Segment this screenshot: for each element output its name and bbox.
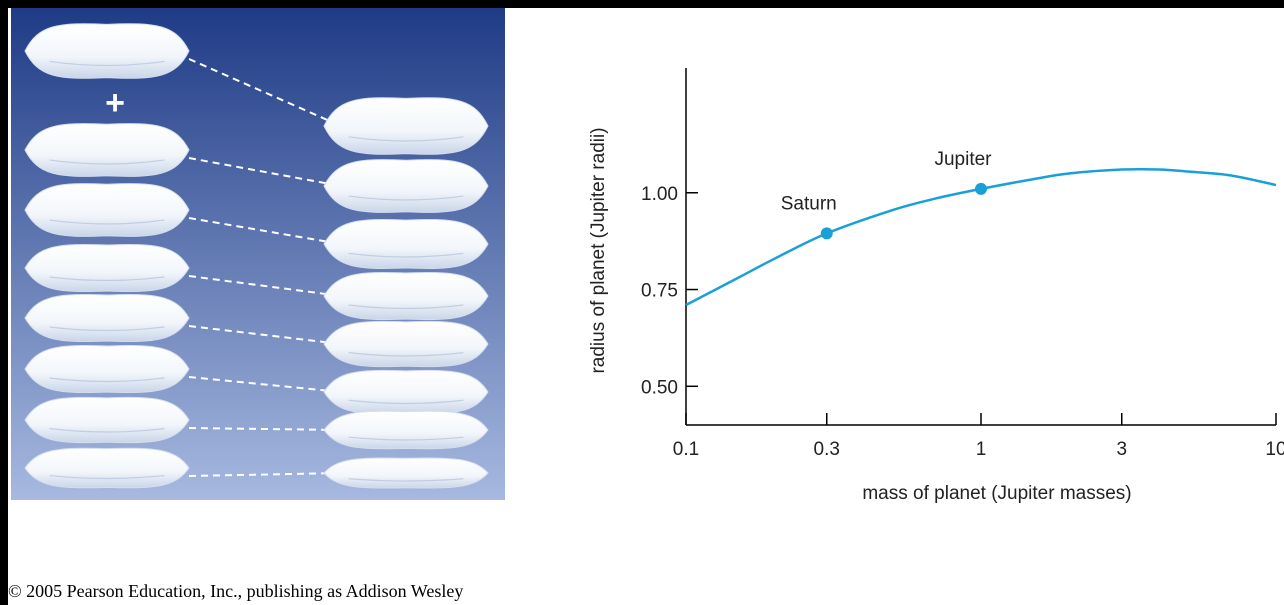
x-tick-label: 0.1 [673, 439, 699, 460]
left-pillow [24, 183, 190, 237]
right-pillow [323, 97, 489, 155]
right-pillow-stack [323, 97, 489, 489]
x-tick-label: 0.3 [814, 439, 840, 460]
right-pillow [323, 159, 489, 213]
left-border [0, 0, 8, 605]
connector-line [188, 376, 342, 393]
left-pillow [24, 396, 190, 444]
left-pillow [24, 123, 190, 177]
connector-line [188, 325, 342, 345]
y-tick-label: 0.50 [641, 377, 678, 398]
mass-radius-chart: 0.1 0.3 1 3 10 0.50 0.75 1.00 Saturn Jupiter ma… [588, 68, 1284, 504]
left-pillow [24, 243, 190, 293]
right-pillow [323, 410, 489, 450]
point-saturn [820, 227, 833, 240]
x-tick-label: 1 [976, 439, 987, 460]
chart-axes [685, 68, 1276, 426]
y-axis-ticks: 0.50 0.75 1.00 [641, 184, 698, 398]
y-tick-label: 1.00 [641, 184, 678, 205]
x-axis-label: mass of planet (Jupiter masses) [862, 483, 1131, 504]
radius-curve [685, 167, 1277, 307]
planet-points: Saturn Jupiter [781, 149, 992, 240]
point-jupiter [975, 182, 987, 195]
left-pillow [24, 293, 190, 343]
y-tick-label: 0.75 [641, 281, 678, 302]
left-pillow [24, 23, 190, 79]
right-pillow [323, 219, 489, 269]
connector-line [188, 58, 342, 127]
connector-line [188, 217, 342, 245]
point-label-saturn: Saturn [781, 193, 837, 214]
y-axis-label: radius of planet (Jupiter radii) [588, 127, 609, 373]
connector-line [188, 427, 342, 431]
copyright-notice: © 2005 Pearson Education, Inc., publishi… [8, 581, 464, 601]
connector-line [188, 157, 342, 187]
top-border [0, 0, 1284, 8]
right-pillow [323, 320, 489, 368]
right-pillow [323, 271, 489, 321]
x-tick-label: 10 [1265, 439, 1284, 460]
plus-sign: + [105, 84, 125, 122]
connector-line [188, 472, 342, 477]
left-pillow [24, 447, 190, 489]
x-axis-ticks: 0.1 0.3 1 3 10 [673, 413, 1284, 460]
right-pillow [323, 457, 489, 489]
point-label-jupiter: Jupiter [934, 149, 992, 170]
pillow-stack-illustration: + [11, 8, 505, 500]
x-tick-label: 3 [1116, 439, 1127, 460]
left-pillow [24, 344, 190, 394]
connector-line [188, 275, 342, 297]
connector-lines [188, 58, 342, 477]
left-pillow-stack [24, 23, 190, 489]
right-pillow [323, 369, 489, 415]
